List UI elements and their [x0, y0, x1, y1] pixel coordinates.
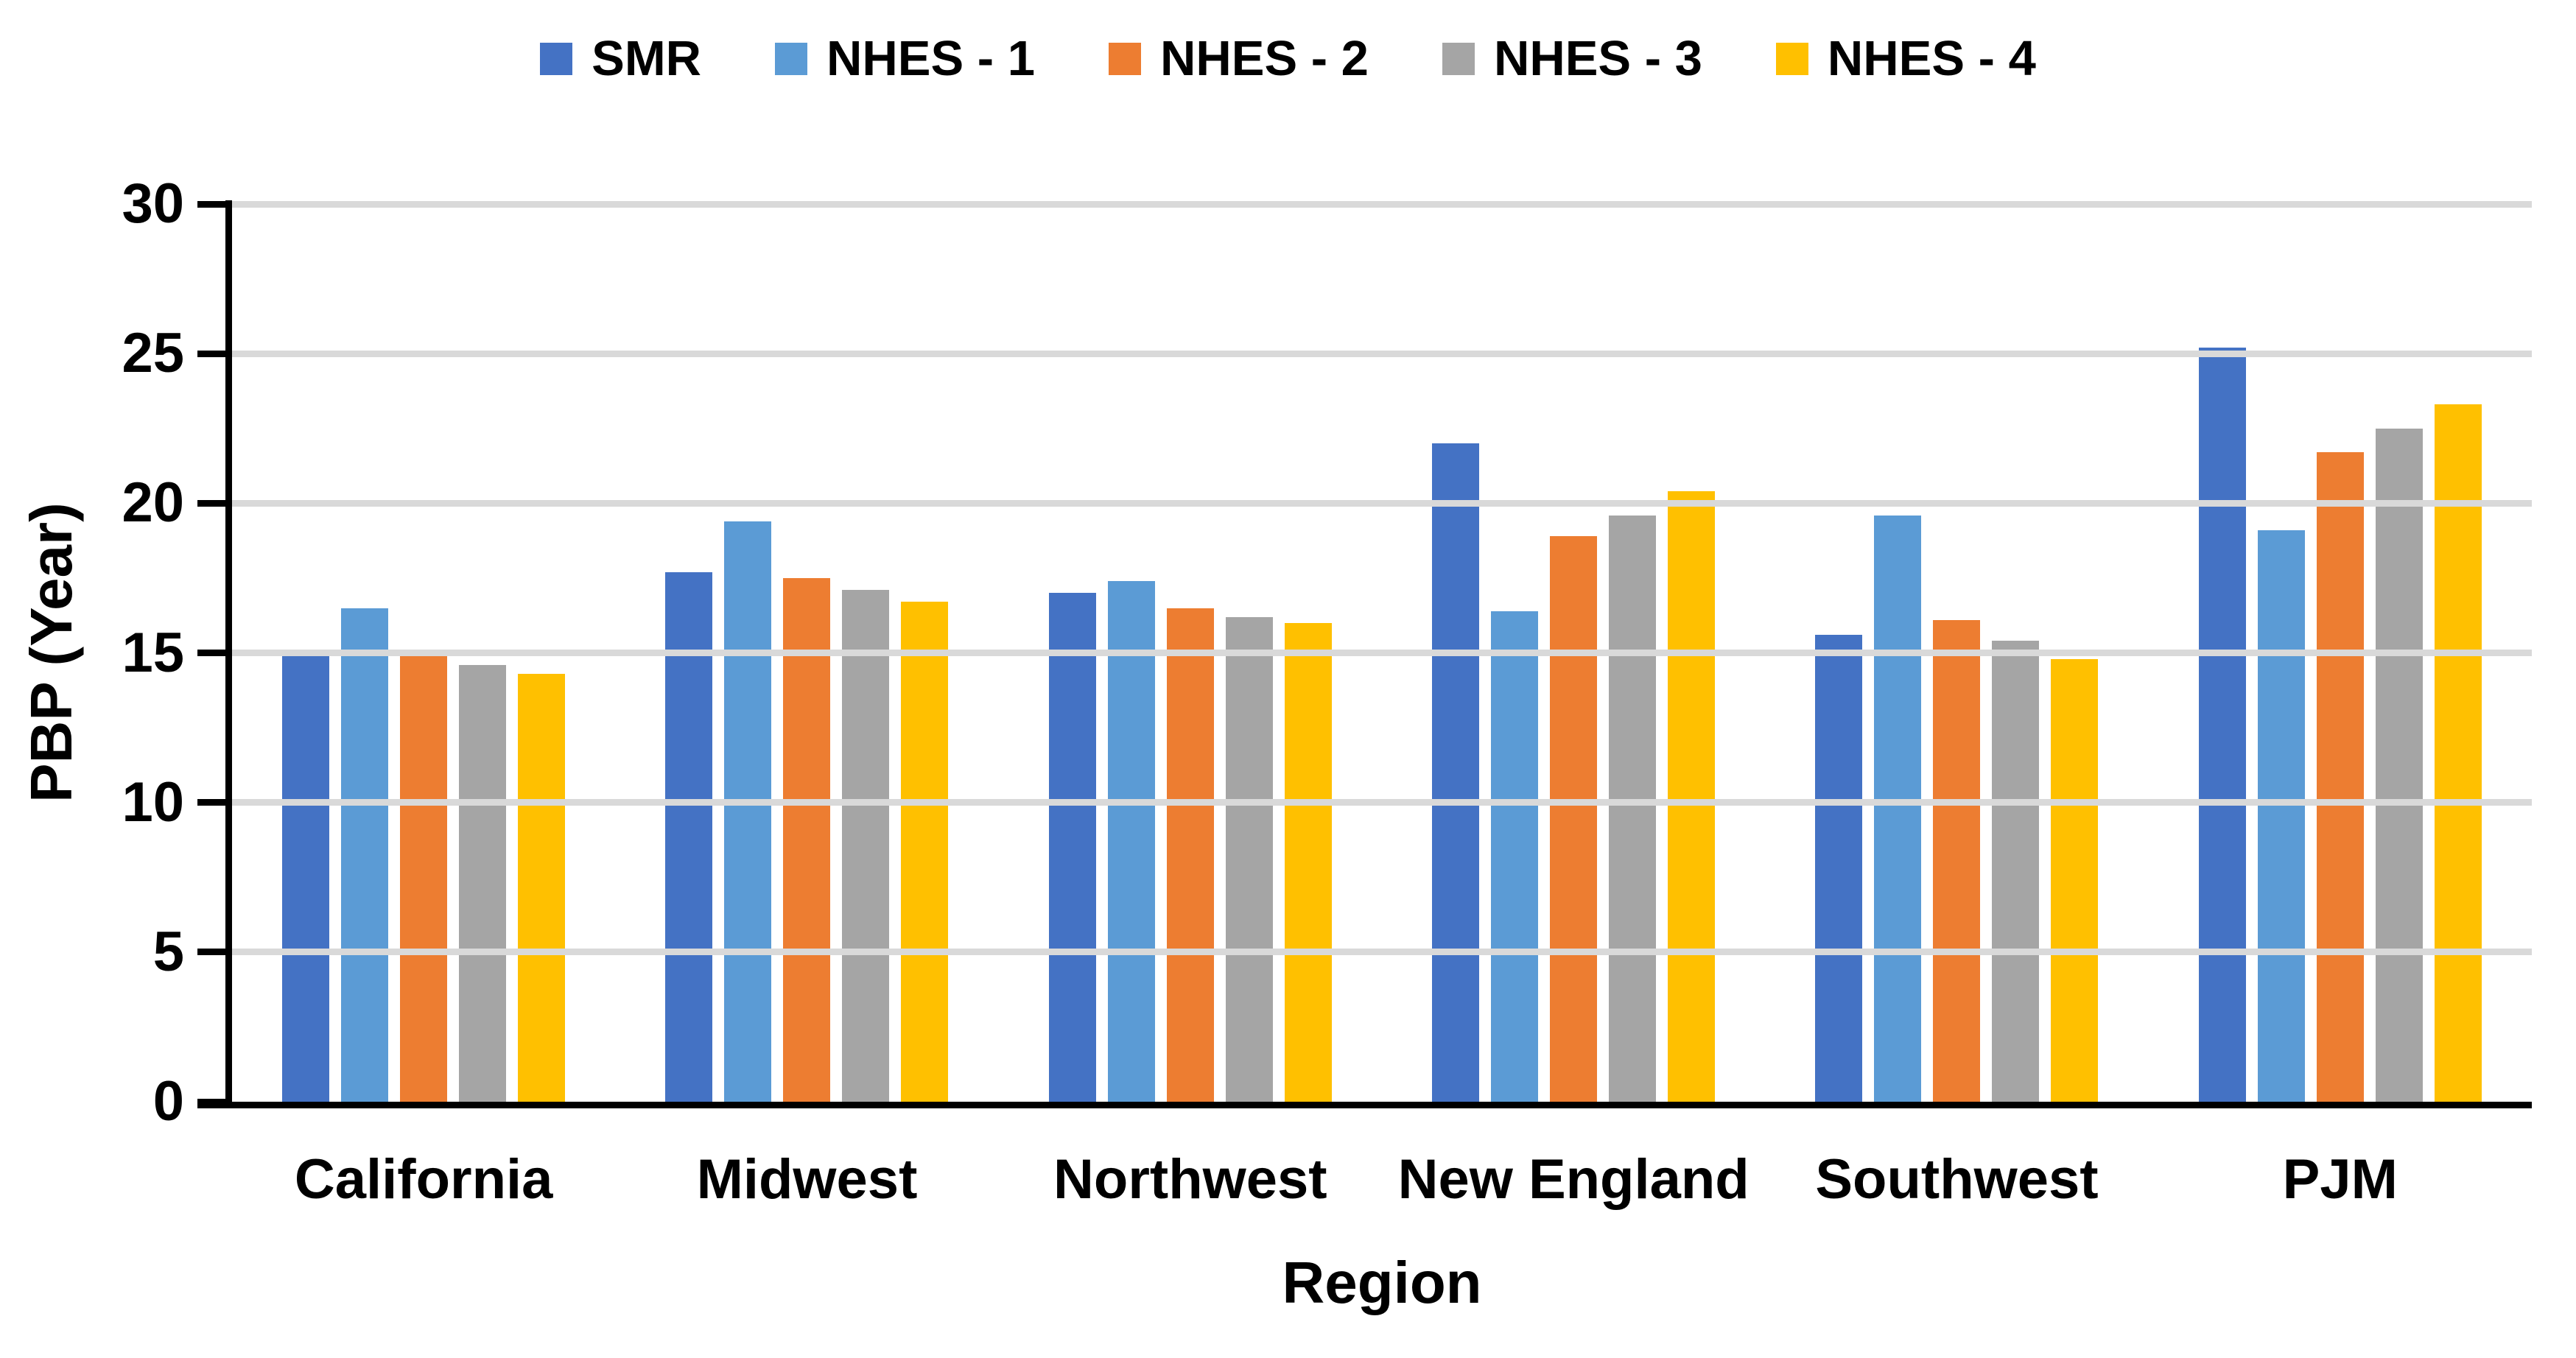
x-axis-line [197, 1102, 2532, 1108]
legend-item: NHES - 4 [1775, 31, 2036, 86]
legend-label: NHES - 1 [827, 31, 1035, 86]
y-tick-mark [197, 350, 225, 357]
y-tick-label: 10 [122, 770, 184, 834]
bar-smr-midwest [665, 571, 713, 1102]
bar-group-california [232, 204, 615, 1102]
x-category-label: PJM [2282, 1148, 2398, 1211]
bar-group-midwest [615, 204, 998, 1102]
bar-nhes-1-midwest [724, 521, 772, 1102]
bar-smr-southwest [1815, 635, 1863, 1102]
bar-nhes-2-northwest [1166, 608, 1214, 1102]
x-category-label: Southwest [1815, 1148, 2099, 1211]
bar-nhes-2-new-england [1550, 536, 1598, 1102]
y-tick-label: 30 [122, 172, 184, 235]
legend-label: NHES - 3 [1493, 31, 1702, 86]
bar-nhes-1-southwest [1874, 515, 1922, 1102]
bar-nhes-4-pjm [2434, 404, 2482, 1102]
legend-swatch-icon [775, 42, 808, 75]
y-axis-line [225, 200, 232, 1108]
y-tick-mark [197, 650, 225, 656]
bar-nhes-1-pjm [2257, 530, 2305, 1102]
bar-nhes-4-midwest [901, 602, 949, 1102]
legend-swatch-icon [540, 42, 573, 75]
gridline [232, 949, 2532, 956]
legend-label: SMR [592, 31, 702, 86]
plot-area [232, 200, 2532, 1102]
bar-nhes-4-southwest [2051, 658, 2099, 1102]
bar-nhes-2-california [400, 652, 448, 1102]
legend-label: NHES - 2 [1159, 31, 1369, 86]
bar-group-southwest [1765, 204, 2148, 1102]
y-tick-label: 15 [122, 621, 184, 684]
bar-nhes-3-new-england [1609, 515, 1657, 1102]
bar-smr-pjm [2198, 348, 2246, 1102]
bar-nhes-3-northwest [1225, 616, 1273, 1102]
chart-legend: SMR NHES - 1 NHES - 2 NHES - 3 NHES - 4 [0, 34, 2576, 83]
x-axis-title: Region [1282, 1250, 1482, 1315]
x-category-label: Midwest [696, 1148, 918, 1211]
y-tick-label: 5 [152, 920, 184, 983]
legend-item: NHES - 3 [1442, 34, 1702, 83]
bar-nhes-4-california [518, 673, 566, 1102]
y-axis-ticks [197, 200, 225, 1105]
y-tick-label: 20 [122, 471, 184, 535]
x-category-label: California [294, 1148, 553, 1211]
bar-nhes-4-northwest [1284, 622, 1332, 1102]
bar-nhes-2-southwest [1933, 619, 1981, 1102]
bar-nhes-1-northwest [1107, 580, 1155, 1102]
x-category-label: New England [1397, 1148, 1749, 1211]
bar-nhes-3-midwest [842, 590, 890, 1102]
legend-item: NHES - 1 [775, 34, 1035, 83]
legend-item: NHES - 2 [1108, 31, 1369, 86]
gridline [232, 499, 2532, 507]
bar-nhes-1-california [341, 608, 389, 1102]
y-tick-label: 0 [152, 1070, 184, 1133]
y-tick-mark [197, 1098, 225, 1105]
bar-group-northwest [999, 204, 1382, 1102]
gridline [232, 799, 2532, 806]
bar-nhes-2-pjm [2316, 452, 2364, 1102]
bar-nhes-3-southwest [1992, 641, 2040, 1102]
bar-group-pjm [2149, 204, 2532, 1102]
x-axis-category-labels: California Midwest Northwest New England Sou… [232, 1149, 2532, 1211]
bar-nhes-3-pjm [2375, 428, 2423, 1102]
bar-nhes-1-new-england [1491, 611, 1539, 1102]
bar-nhes-2-midwest [783, 577, 831, 1102]
y-tick-mark [197, 499, 225, 507]
bar-nhes-4-new-england [1668, 491, 1716, 1102]
bar-smr-northwest [1048, 593, 1096, 1102]
legend-swatch-icon [1108, 42, 1141, 75]
y-tick-mark [197, 200, 225, 208]
y-tick-mark [197, 949, 225, 956]
bar-smr-california [282, 650, 330, 1102]
bar-smr-new-england [1432, 443, 1480, 1102]
gridline [232, 350, 2532, 357]
legend-item: SMR [540, 34, 701, 83]
legend-swatch-icon [1442, 42, 1475, 75]
legend-swatch-icon [1775, 42, 1808, 75]
y-axis-tick-labels: 0 5 10 15 20 25 30 [0, 176, 184, 1130]
y-tick-mark [197, 799, 225, 806]
legend-label: NHES - 4 [1827, 31, 2036, 86]
gridline [232, 650, 2532, 656]
x-category-label: Northwest [1053, 1148, 1327, 1211]
bar-groups [232, 204, 2532, 1102]
bar-nhes-3-california [459, 664, 507, 1102]
gridline [232, 200, 2532, 208]
y-tick-label: 25 [122, 322, 184, 385]
bar-group-new-england [1382, 204, 1765, 1102]
